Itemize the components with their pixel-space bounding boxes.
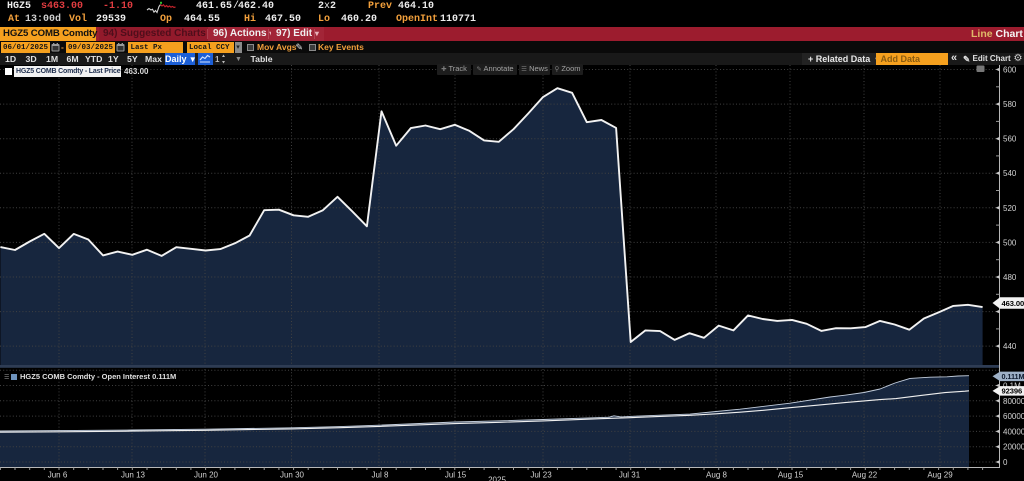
svg-text:Aug 15: Aug 15 (778, 471, 804, 480)
svg-text:92396: 92396 (1002, 387, 1023, 396)
svg-text:580: 580 (1003, 100, 1017, 109)
svg-text:Jun 20: Jun 20 (194, 471, 219, 480)
svg-text:0: 0 (1003, 458, 1008, 467)
svg-text:1: 1 (215, 55, 220, 64)
svg-text:Jul 8: Jul 8 (372, 471, 389, 480)
svg-text:Jul 15: Jul 15 (445, 471, 467, 480)
svg-text:480: 480 (1003, 273, 1017, 282)
svg-text:0.111M: 0.111M (1002, 372, 1024, 381)
svg-text:520: 520 (1003, 204, 1017, 213)
svg-text:540: 540 (1003, 169, 1017, 178)
svg-text:463.00: 463.00 (1002, 299, 1024, 308)
svg-text:Aug 29: Aug 29 (927, 471, 953, 480)
svg-text:0.1M: 0.1M (1003, 382, 1021, 391)
svg-text:Jul 31: Jul 31 (619, 471, 641, 480)
svg-text:80000: 80000 (1003, 397, 1024, 406)
svg-text:Aug 8: Aug 8 (706, 471, 727, 480)
svg-text:Jul 23: Jul 23 (530, 471, 552, 480)
svg-text:20000: 20000 (1003, 443, 1024, 452)
svg-text:440: 440 (1003, 342, 1017, 351)
svg-text:Jun 6: Jun 6 (48, 471, 68, 480)
svg-text:Aug 22: Aug 22 (852, 471, 878, 480)
svg-text:Jun 30: Jun 30 (280, 471, 305, 480)
svg-text:2025: 2025 (488, 476, 506, 481)
svg-text:60000: 60000 (1003, 412, 1024, 421)
svg-text:600: 600 (1003, 66, 1017, 75)
svg-text:Jun 13: Jun 13 (121, 471, 146, 480)
svg-text:560: 560 (1003, 135, 1017, 144)
svg-text:40000: 40000 (1003, 427, 1024, 436)
svg-text:500: 500 (1003, 238, 1017, 247)
